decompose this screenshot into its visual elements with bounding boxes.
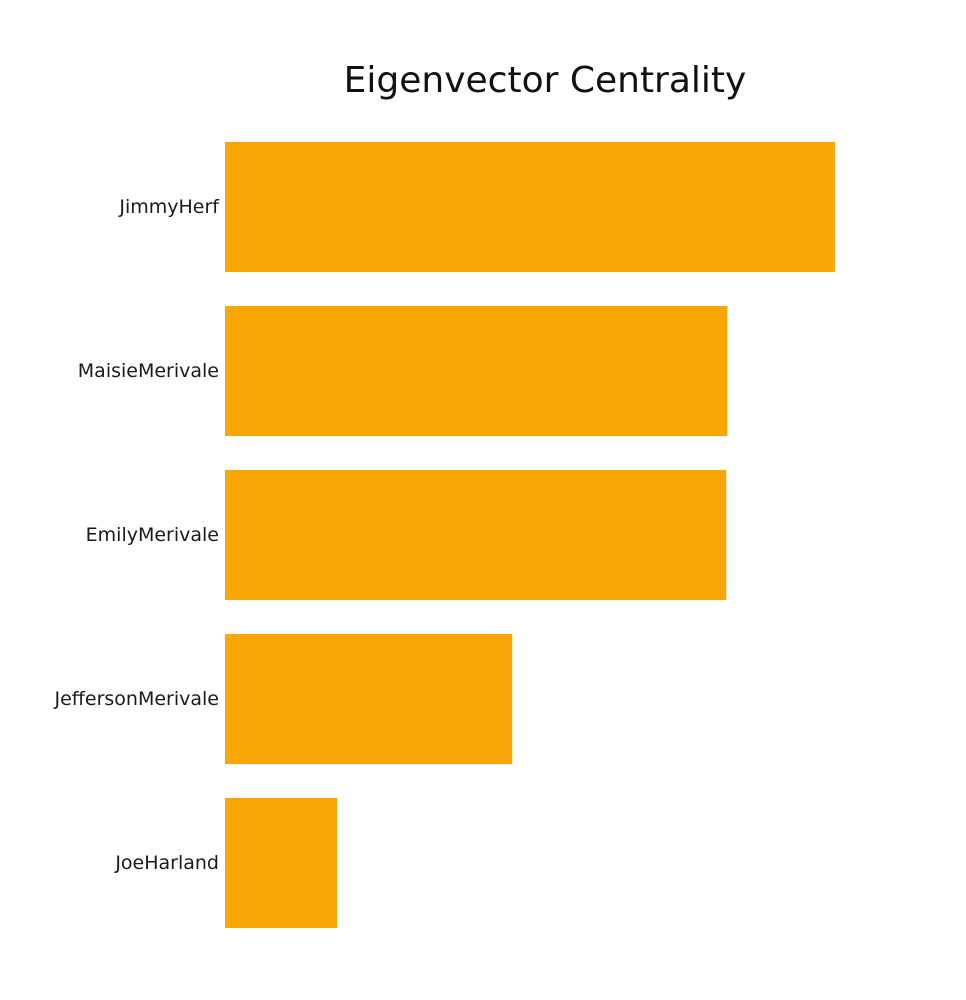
category-labels-group: JimmyHerf MaisieMerivale EmilyMerivale Jeff… (54, 196, 221, 874)
category-label-JoeHarland: JoeHarland (114, 852, 219, 874)
chart-title: Eigenvector Centrality (344, 60, 747, 101)
bar-JimmyHerf (225, 142, 835, 272)
bar-JoeHarland (225, 798, 338, 928)
bar-JeffersonMerivale (225, 634, 513, 764)
bar-EmilyMerivale (225, 470, 727, 600)
bars-group (225, 142, 835, 928)
category-label-EmilyMerivale: EmilyMerivale (86, 524, 219, 546)
category-label-JeffersonMerivale: JeffersonMerivale (54, 688, 219, 710)
category-label-JimmyHerf: JimmyHerf (118, 196, 220, 218)
category-label-MaisieMerivale: MaisieMerivale (78, 360, 219, 382)
bar-MaisieMerivale (225, 306, 728, 436)
